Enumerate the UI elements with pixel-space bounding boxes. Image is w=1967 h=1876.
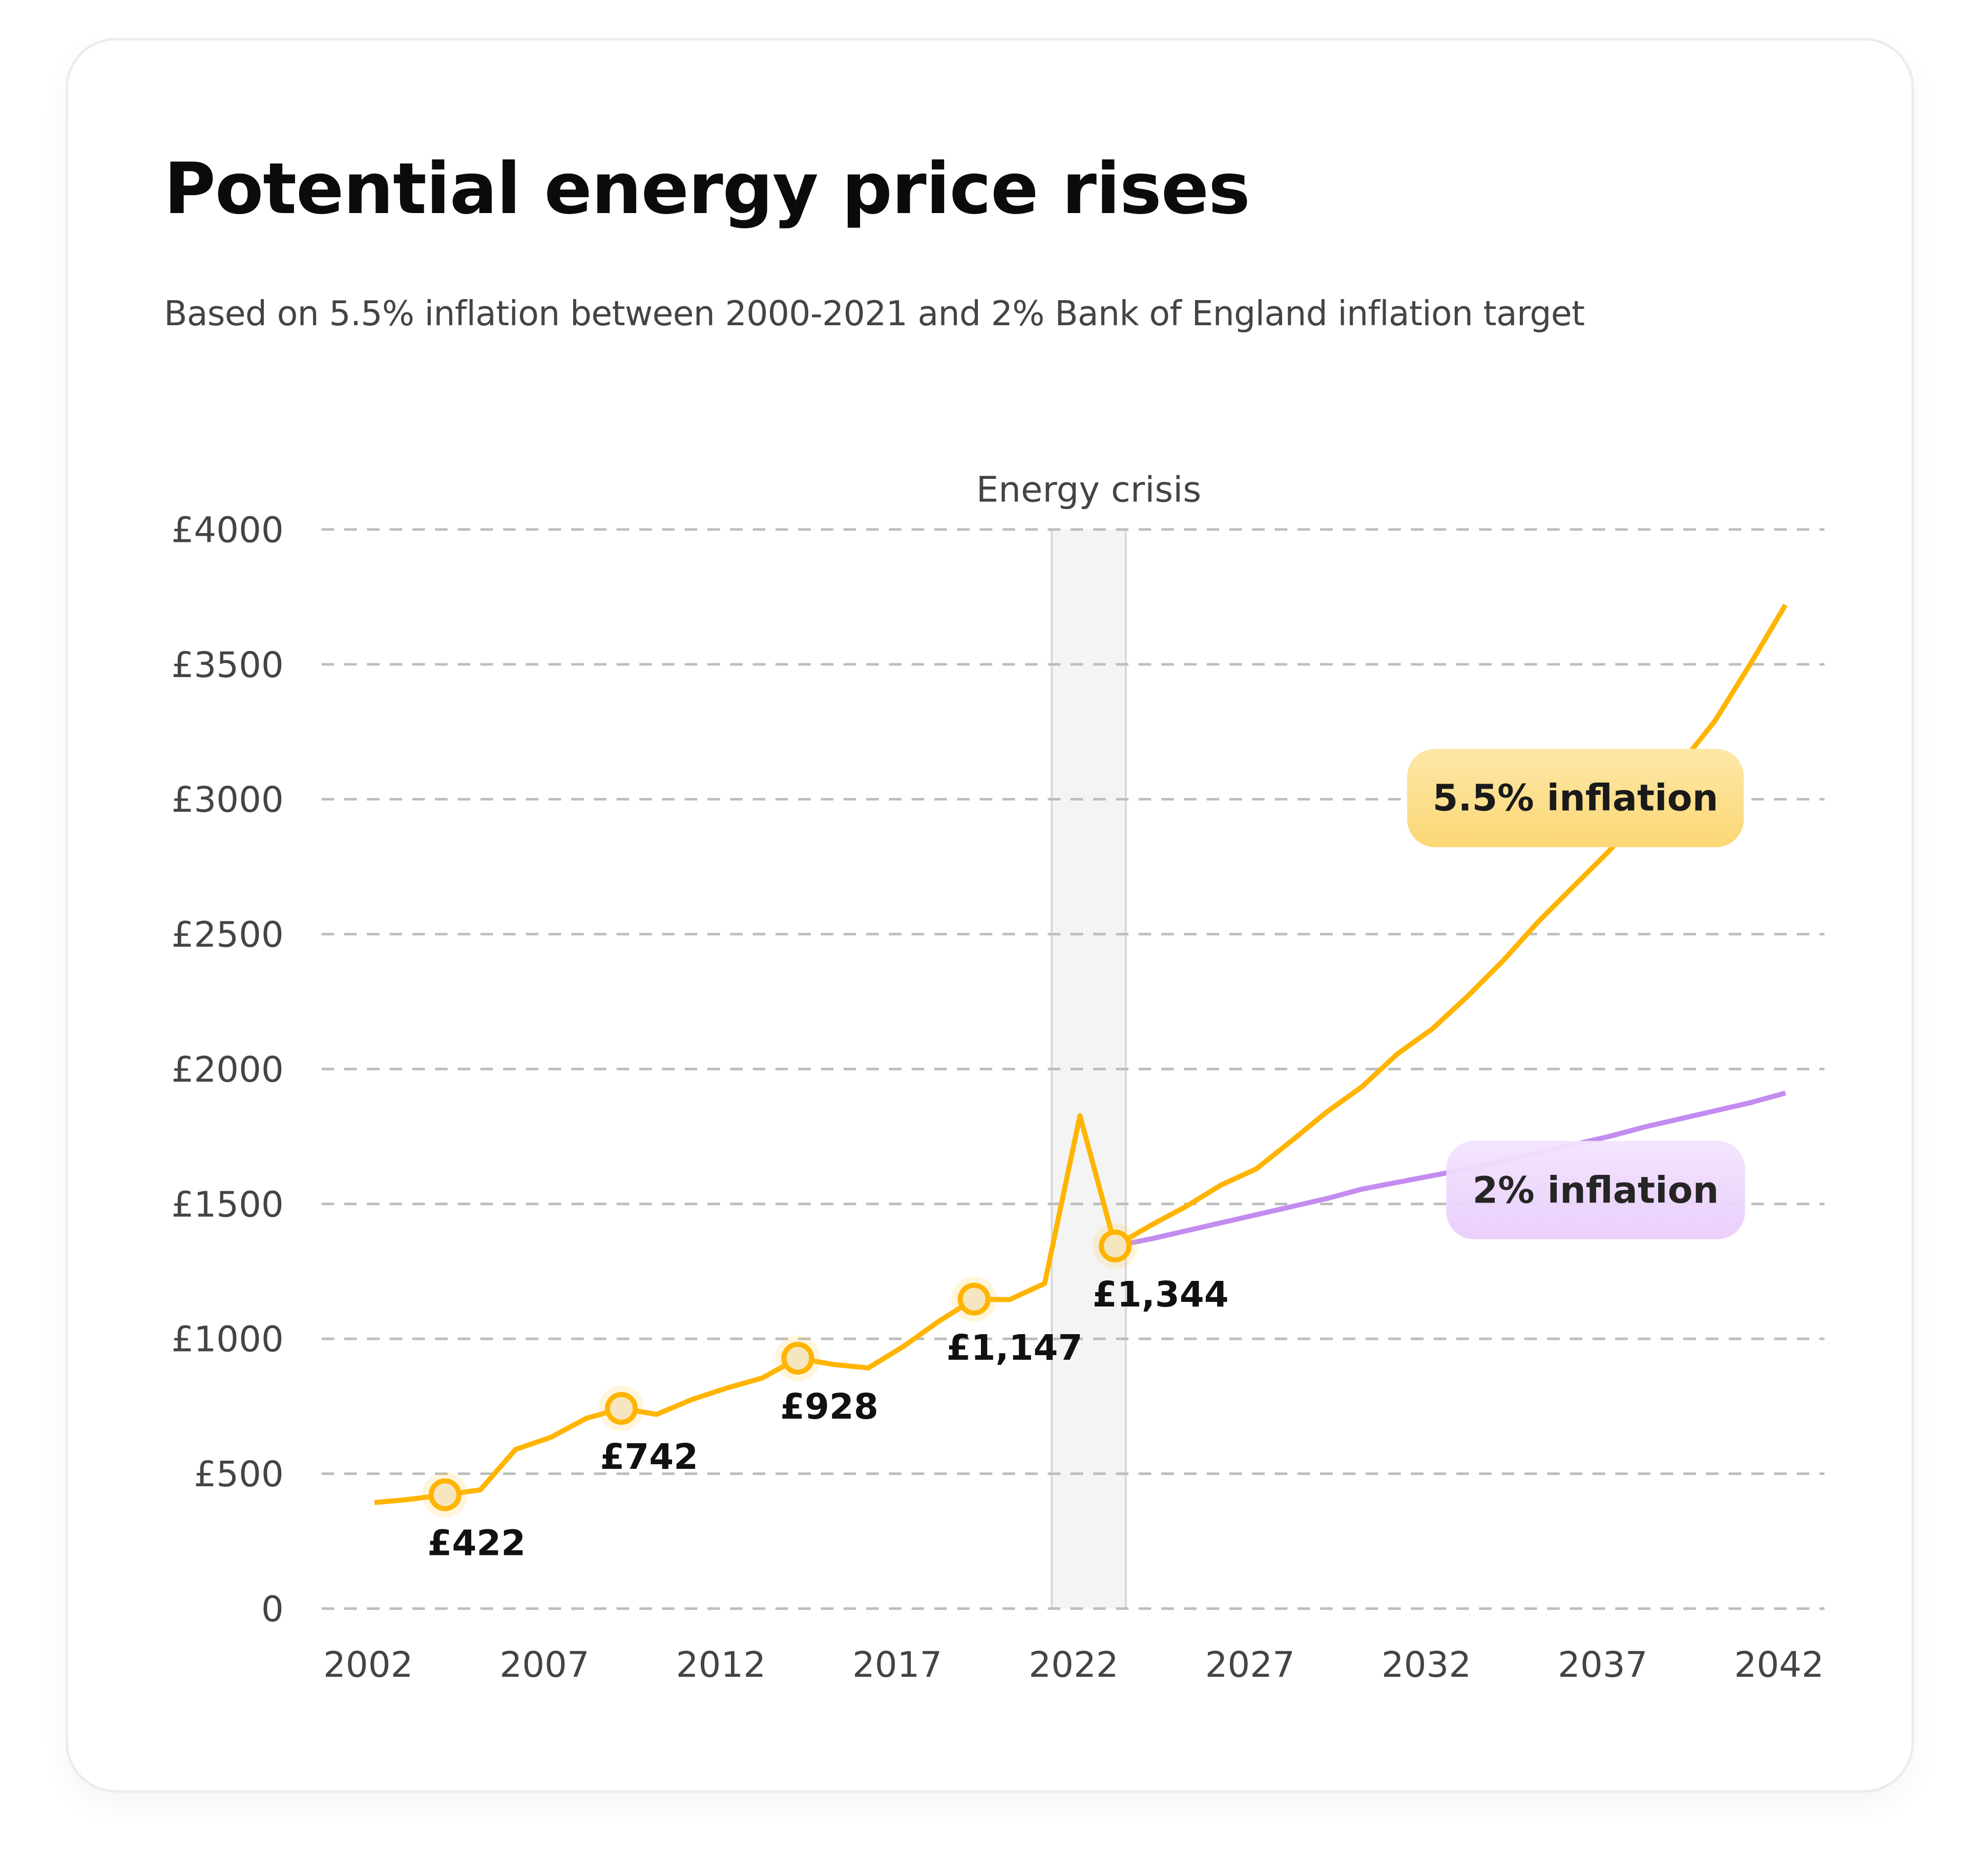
y-tick-label: £1000 — [172, 1319, 284, 1360]
x-tick-label: 2012 — [676, 1645, 766, 1685]
chart-subtitle: Based on 5.5% inflation between 2000-202… — [163, 294, 1585, 334]
x-tick-label: 2022 — [1029, 1645, 1118, 1685]
x-tick-label: 2042 — [1734, 1645, 1824, 1685]
data-label: £1,147 — [947, 1327, 1083, 1368]
energy-crisis-band — [1052, 529, 1126, 1609]
data-point-marker — [605, 1392, 638, 1425]
chart-title: Potential energy price rises — [163, 149, 1250, 231]
y-tick-label: £500 — [194, 1454, 283, 1495]
y-tick-label: £3000 — [172, 779, 284, 820]
data-point-marker — [428, 1478, 462, 1511]
y-tick-label: £1500 — [172, 1184, 284, 1225]
data-label: £928 — [780, 1386, 878, 1427]
y-tick-label: £2000 — [172, 1049, 284, 1090]
energy-crisis-label: Energy crisis — [976, 470, 1201, 511]
x-tick-label: 2017 — [852, 1645, 942, 1685]
data-point-marker — [781, 1342, 814, 1375]
data-label: £1,344 — [1093, 1274, 1229, 1315]
chart-card — [65, 37, 1914, 1793]
x-tick-label: 2002 — [323, 1645, 413, 1685]
x-tick-label: 2032 — [1382, 1645, 1471, 1685]
x-tick-label: 2007 — [499, 1645, 589, 1685]
x-tick-label: 2037 — [1558, 1645, 1647, 1685]
y-tick-label: £3500 — [172, 645, 284, 686]
data-point-marker — [1099, 1229, 1132, 1262]
legend-badge-2-percent: 2% inflation — [1446, 1141, 1745, 1239]
data-label: £742 — [600, 1437, 698, 1478]
y-tick-label: £2500 — [172, 915, 284, 956]
y-tick-label: 0 — [261, 1589, 284, 1630]
data-point-marker — [957, 1282, 991, 1316]
y-tick-label: £4000 — [172, 510, 284, 551]
data-label: £422 — [427, 1523, 526, 1564]
x-tick-label: 2027 — [1205, 1645, 1295, 1685]
legend-badge-5-5-percent: 5.5% inflation — [1407, 749, 1744, 848]
